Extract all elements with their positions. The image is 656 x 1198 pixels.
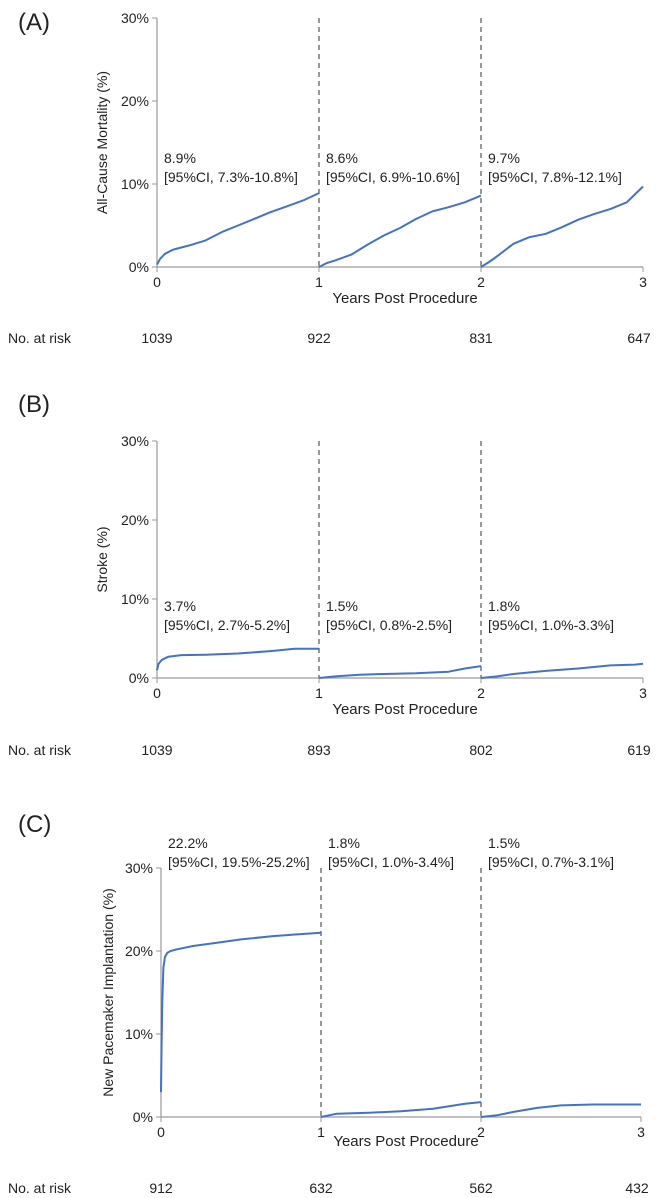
segment-ci: [95%CI, 7.8%-12.1%] [488,169,622,185]
km-curve-segment-3 [480,185,644,268]
at-risk-label: No. at risk [8,330,72,346]
at-risk-count: 619 [627,742,651,758]
x-axis-title: Years Post Procedure [332,701,477,718]
km-curve-segment-1 [156,192,320,265]
segment-ci: [95%CI, 19.5%-25.2%] [168,854,310,870]
y-tick-label: 20% [121,93,149,109]
segment-estimate: 1.8% [488,598,520,614]
y-tick-label: 30% [121,433,149,449]
panel-label: (A) [18,9,50,36]
y-tick-label: 30% [125,860,153,876]
x-tick-label: 2 [477,1124,485,1140]
x-tick-label: 1 [317,1124,325,1140]
km-curve-segment-1 [156,647,319,671]
at-risk-count: 647 [627,330,651,346]
segment-ci: [95%CI, 7.3%-10.8%] [164,169,298,185]
x-tick-label: 0 [153,685,161,701]
y-tick-label: 0% [129,670,149,686]
y-tick-label: 10% [121,176,149,192]
x-tick-label: 0 [157,1124,165,1140]
segment-ci: [95%CI, 0.8%-2.5%] [326,617,452,633]
x-tick-label: 1 [315,274,323,290]
segment-estimate: 3.7% [164,598,196,614]
y-tick-label: 0% [129,259,149,275]
at-risk-count: 632 [309,1180,333,1196]
y-tick-label: 30% [121,10,149,26]
segment-ci: [95%CI, 6.9%-10.6%] [326,169,460,185]
segment-ci: [95%CI, 2.7%-5.2%] [164,617,290,633]
segment-estimate: 1.8% [328,835,360,851]
at-risk-count: 1039 [141,330,172,346]
x-tick-label: 2 [477,274,485,290]
panel-label: (C) [18,811,51,838]
y-tick-label: 0% [133,1109,153,1125]
x-tick-label: 0 [153,274,161,290]
y-axis-title: All-Cause Mortality (%) [94,71,110,214]
x-tick-label: 3 [639,274,647,290]
segment-estimate: 1.5% [326,598,358,614]
at-risk-count: 432 [625,1180,649,1196]
km-curve-segment-3 [480,662,644,679]
y-tick-label: 20% [121,512,149,528]
x-axis-title: Years Post Procedure [332,290,477,307]
at-risk-count: 1039 [141,742,172,758]
km-curve-segment-2 [318,194,482,268]
segment-ci: [95%CI, 1.0%-3.4%] [328,854,454,870]
y-tick-label: 10% [125,1026,153,1042]
segment-estimate: 8.6% [326,150,358,166]
segment-estimate: 22.2% [168,835,208,851]
segment-estimate: 9.7% [488,150,520,166]
km-curve-segment-2 [318,665,482,679]
x-tick-label: 1 [315,685,323,701]
km-curve-segment-3 [480,1103,641,1118]
segment-ci: [95%CI, 0.7%-3.1%] [488,854,614,870]
x-tick-label: 3 [639,685,647,701]
panel-label: (B) [18,391,50,418]
y-tick-label: 20% [125,943,153,959]
x-axis-title: Years Post Procedure [333,1133,478,1150]
y-axis-title: Stroke (%) [94,526,110,592]
x-tick-label: 2 [477,685,485,701]
at-risk-label: No. at risk [8,742,72,758]
at-risk-count: 922 [307,330,331,346]
at-risk-count: 562 [469,1180,493,1196]
segment-ci: [95%CI, 1.0%-3.3%] [488,617,614,633]
at-risk-count: 831 [469,330,493,346]
km-curve-segment-2 [320,1101,482,1118]
km-curve-segment-1 [160,931,322,1093]
segment-estimate: 8.9% [164,150,196,166]
at-risk-count: 802 [469,742,493,758]
y-axis-title: New Pacemaker Implantation (%) [100,888,116,1097]
y-tick-label: 10% [121,591,149,607]
at-risk-count: 893 [307,742,331,758]
at-risk-label: No. at risk [8,1180,72,1196]
segment-estimate: 1.5% [488,835,520,851]
x-tick-label: 3 [637,1124,645,1140]
at-risk-count: 912 [149,1180,173,1196]
